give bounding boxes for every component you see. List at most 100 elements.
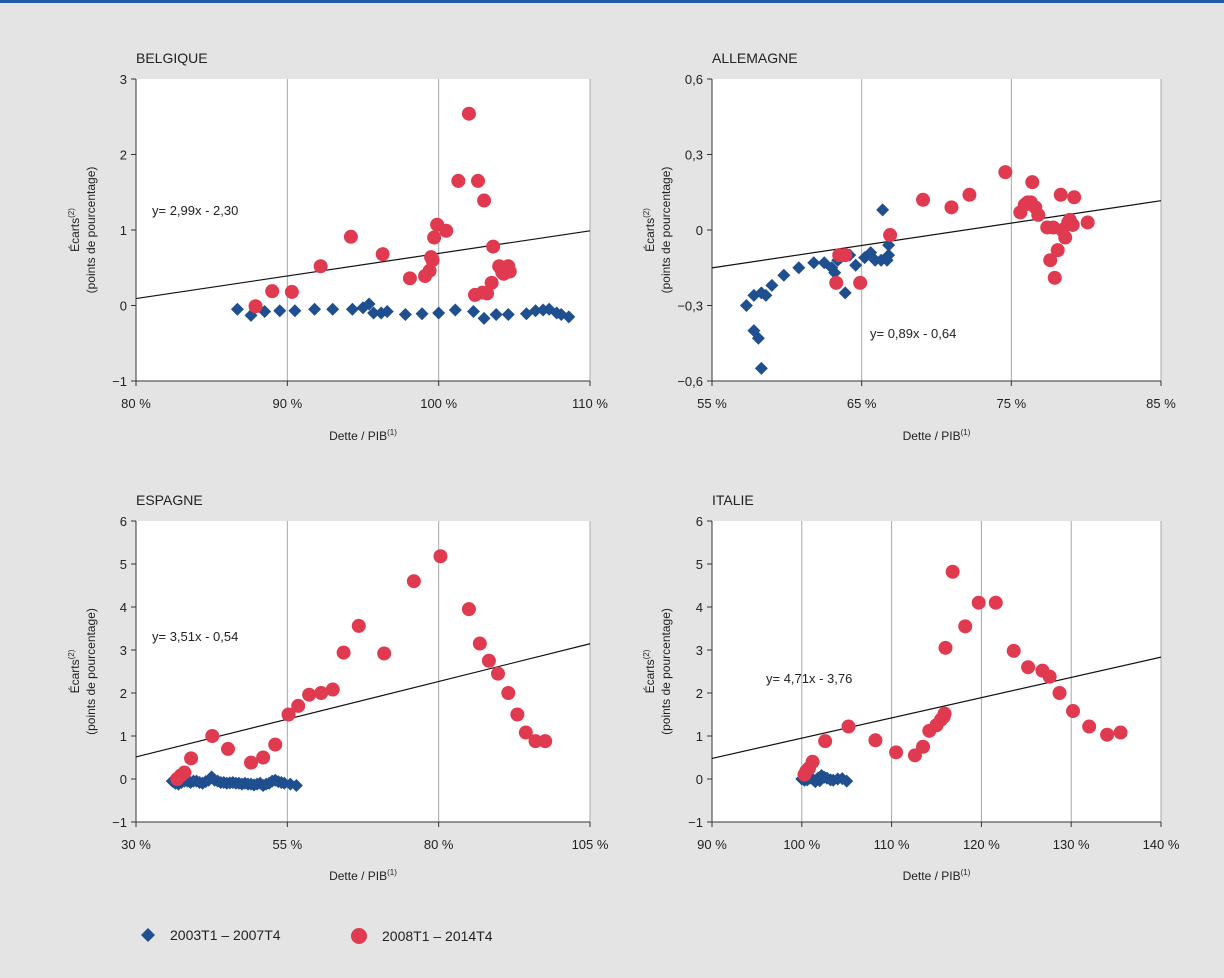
x-tick-label: 120 %	[963, 837, 1000, 852]
data-point-diamond	[345, 302, 359, 316]
legend-series2-label: 2008T1 – 2014T4	[382, 928, 493, 944]
plot-area	[712, 521, 1161, 822]
y-tick-label: 2	[120, 686, 127, 701]
y-axis-label-2: (points de pourcentage)	[84, 167, 98, 294]
data-point-diamond	[415, 307, 429, 321]
y-axis-label: Écarts(2)	[67, 649, 82, 693]
x-tick-label: 75 %	[997, 396, 1027, 411]
data-point-circle	[1082, 719, 1097, 734]
data-point-circle	[477, 193, 492, 208]
data-point-circle	[1050, 243, 1065, 258]
x-tick-label: 80 %	[424, 837, 454, 852]
data-point-circle	[829, 275, 844, 290]
chart-panel-1: 55 % 65 % 75 % 85 % −0,6 −0,3 0 0,3 0,6 ALLEMAGNE…	[642, 50, 1176, 443]
data-point-circle	[1065, 704, 1080, 719]
circle-icon	[351, 928, 367, 944]
data-point-diamond	[777, 268, 791, 282]
top-rule	[0, 0, 1224, 3]
data-point-diamond	[739, 299, 753, 312]
data-point-circle	[177, 765, 192, 780]
data-point-circle	[302, 687, 317, 702]
y-tick-label: −1	[688, 815, 703, 830]
y-axis-label-sup: (2)	[642, 208, 651, 218]
data-point-diamond	[529, 304, 543, 318]
y-tick-label: 1	[120, 223, 127, 238]
data-point-circle	[291, 698, 306, 713]
x-tick-label: 90 %	[273, 396, 303, 411]
y-axis-label-sup: (2)	[67, 208, 76, 218]
y-tick-label: −0,3	[677, 299, 703, 314]
x-axis-label-sup: (1)	[961, 868, 971, 877]
data-point-circle	[427, 230, 442, 245]
y-tick-label: 3	[120, 643, 127, 658]
chart-title: ESPAGNE	[136, 492, 203, 508]
y-tick-label: 4	[696, 600, 703, 615]
legend-circle-marker	[351, 928, 367, 944]
data-point-circle	[281, 707, 296, 722]
x-tick-label: 100 %	[420, 396, 457, 411]
data-point-circle	[375, 247, 390, 262]
data-point-circle	[1043, 253, 1058, 268]
data-point-circle	[343, 229, 358, 244]
regression-line	[711, 656, 1162, 759]
data-point-circle	[958, 619, 973, 634]
data-point-circle	[945, 564, 960, 579]
y-tick-label: 5	[696, 557, 703, 572]
legend-series2: 2008T1 – 2014T4	[350, 927, 493, 945]
data-point-circle	[962, 187, 977, 202]
y-tick-label: −1	[112, 374, 127, 389]
y-axis-label: Écarts(2)	[67, 208, 82, 252]
data-point-circle	[1025, 175, 1040, 190]
legend-diamond-marker	[141, 928, 155, 942]
x-axis-label-sup: (1)	[387, 428, 397, 437]
data-point-circle	[1113, 725, 1128, 740]
y-axis-label: Écarts(2)	[642, 649, 657, 693]
data-point-diamond	[882, 238, 896, 252]
data-point-circle	[256, 750, 271, 765]
data-point-circle	[325, 682, 340, 697]
data-point-circle	[805, 754, 820, 769]
y-tick-label: 3	[120, 72, 127, 87]
data-point-circle	[1053, 187, 1068, 202]
data-point-circle	[818, 734, 833, 749]
data-point-circle	[351, 618, 366, 633]
y-axis-label-2: (points de pourcentage)	[84, 608, 98, 735]
data-point-circle	[377, 646, 392, 661]
data-point-diamond	[759, 288, 773, 302]
regression-line	[711, 200, 1162, 269]
data-point-circle	[284, 284, 299, 299]
data-point-diamond	[362, 297, 376, 311]
chart-panel-2: 30 % 55 % 80 % 105 % −1 0 1 2 3 4 5 6 ESPAGNE Dette /…	[67, 492, 609, 883]
regression-equation: y= 2,99x - 2,30	[152, 203, 238, 218]
data-point-diamond	[754, 361, 768, 375]
data-point-circle	[1100, 727, 1115, 742]
data-point-circle	[510, 707, 525, 722]
data-point-circle	[265, 284, 280, 299]
data-point-circle	[244, 755, 259, 770]
y-tick-label: 0	[696, 772, 703, 787]
x-tick-label: 65 %	[847, 396, 877, 411]
data-point-circle	[268, 737, 283, 752]
data-point-circle	[1006, 643, 1021, 658]
regression-equation: y= 4,71x - 3,76	[766, 671, 852, 686]
data-point-circle	[1047, 270, 1062, 285]
data-point-circle	[205, 729, 220, 743]
data-point-circle	[988, 595, 1003, 610]
x-axis-label: Dette / PIB(1)	[903, 428, 971, 443]
y-axis-label: Écarts(2)	[642, 208, 657, 252]
diamond-icon	[141, 928, 155, 942]
data-point-circle	[422, 263, 437, 278]
data-point-circle	[501, 686, 516, 700]
data-point-circle	[841, 719, 856, 734]
y-tick-label: 6	[696, 514, 703, 529]
data-point-circle	[461, 602, 476, 617]
data-point-circle	[221, 741, 236, 756]
data-point-circle	[439, 223, 454, 238]
data-point-diamond	[380, 305, 394, 319]
data-point-circle	[998, 165, 1013, 180]
y-axis-label-2: (points de pourcentage)	[659, 608, 673, 735]
data-point-diamond	[807, 256, 821, 270]
y-tick-label: 2	[696, 686, 703, 701]
data-point-diamond	[876, 203, 890, 217]
data-point-circle	[1031, 207, 1046, 222]
